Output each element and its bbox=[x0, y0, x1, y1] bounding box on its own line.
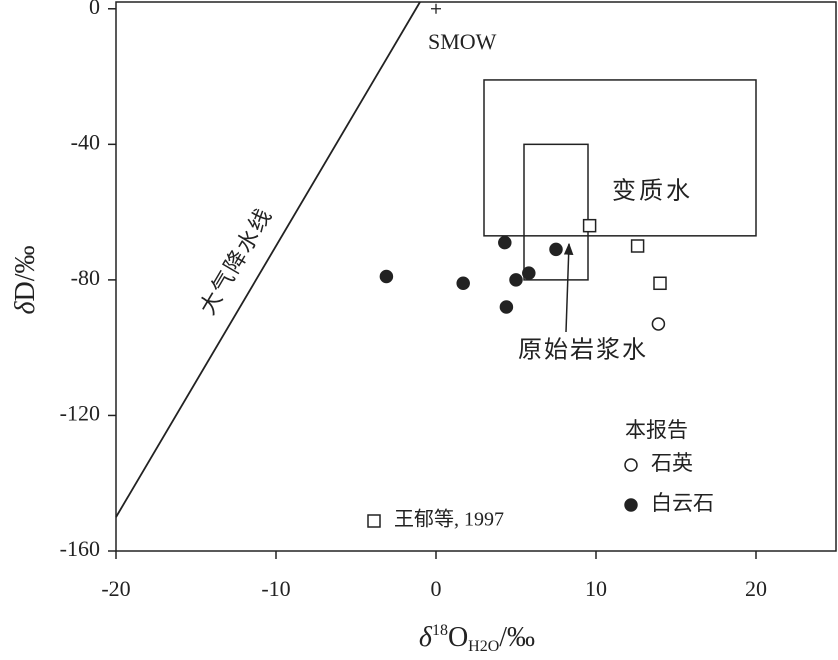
point bbox=[522, 266, 536, 280]
point bbox=[651, 317, 666, 331]
point bbox=[582, 218, 597, 233]
x-tick-label: -10 bbox=[261, 576, 290, 601]
legend-marker bbox=[624, 498, 638, 512]
reference-label: SMOW bbox=[428, 29, 497, 54]
annotation-arrow bbox=[563, 242, 574, 333]
x-axis-label: δ18OH2O/‰ bbox=[419, 622, 535, 655]
legend-marker bbox=[367, 514, 381, 528]
y-axis-label: δD/‰ bbox=[10, 245, 41, 314]
y-tick-label: -160 bbox=[60, 536, 100, 561]
x-tick-label: 20 bbox=[745, 576, 767, 601]
x-tick-label: 0 bbox=[431, 576, 442, 601]
legend-title: 本报告 bbox=[625, 418, 688, 442]
plot-frame bbox=[115, 1, 837, 552]
x-tick-label: 10 bbox=[585, 576, 607, 601]
region bbox=[483, 79, 757, 237]
point bbox=[456, 276, 470, 291]
point bbox=[498, 235, 512, 250]
legend-label: 白云石 bbox=[651, 491, 714, 515]
reference-point bbox=[431, 3, 441, 14]
legend-label: 王郁等, 1997 bbox=[394, 508, 504, 531]
region bbox=[523, 143, 589, 281]
region-label: 变质水 bbox=[612, 178, 693, 205]
point bbox=[630, 239, 645, 253]
point bbox=[549, 242, 563, 257]
point bbox=[653, 276, 667, 291]
point bbox=[499, 300, 514, 314]
meteoric-line bbox=[115, 1, 421, 518]
legend-marker bbox=[624, 458, 638, 472]
line-label: 大气降水线 bbox=[195, 203, 278, 319]
legend-label: 石英 bbox=[651, 451, 693, 475]
y-tick-label: -80 bbox=[71, 265, 100, 290]
region-label: 原始岩浆水 bbox=[518, 337, 648, 364]
point bbox=[379, 269, 394, 284]
x-tick-label: -20 bbox=[101, 576, 130, 601]
point bbox=[509, 273, 523, 287]
y-tick-label: -40 bbox=[71, 129, 100, 154]
y-tick-label: -120 bbox=[60, 400, 100, 425]
y-tick-label: 0 bbox=[89, 0, 100, 19]
